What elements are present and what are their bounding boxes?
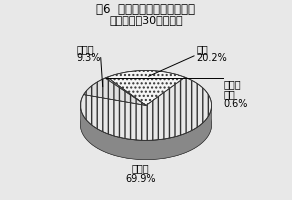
Text: 20.2%: 20.2% [197, 53, 227, 63]
Polygon shape [80, 77, 212, 140]
Text: 経済的: 経済的 [224, 79, 241, 89]
Text: 病気: 病気 [197, 44, 208, 54]
Polygon shape [80, 106, 212, 160]
Ellipse shape [80, 90, 212, 160]
Text: 図6  長期欠席者数の欠席理由: 図6 長期欠席者数の欠席理由 [96, 3, 196, 16]
Polygon shape [105, 77, 146, 105]
Text: 9.3%: 9.3% [76, 53, 100, 63]
Text: 理由: 理由 [224, 89, 236, 99]
Polygon shape [84, 78, 146, 105]
Text: 69.9%: 69.9% [126, 174, 156, 184]
Polygon shape [107, 70, 185, 105]
Text: 0.6%: 0.6% [224, 99, 248, 109]
Text: 不登校: 不登校 [132, 163, 150, 173]
Text: その他: その他 [76, 44, 94, 54]
Text: （中学校・30日以上）: （中学校・30日以上） [109, 15, 183, 25]
